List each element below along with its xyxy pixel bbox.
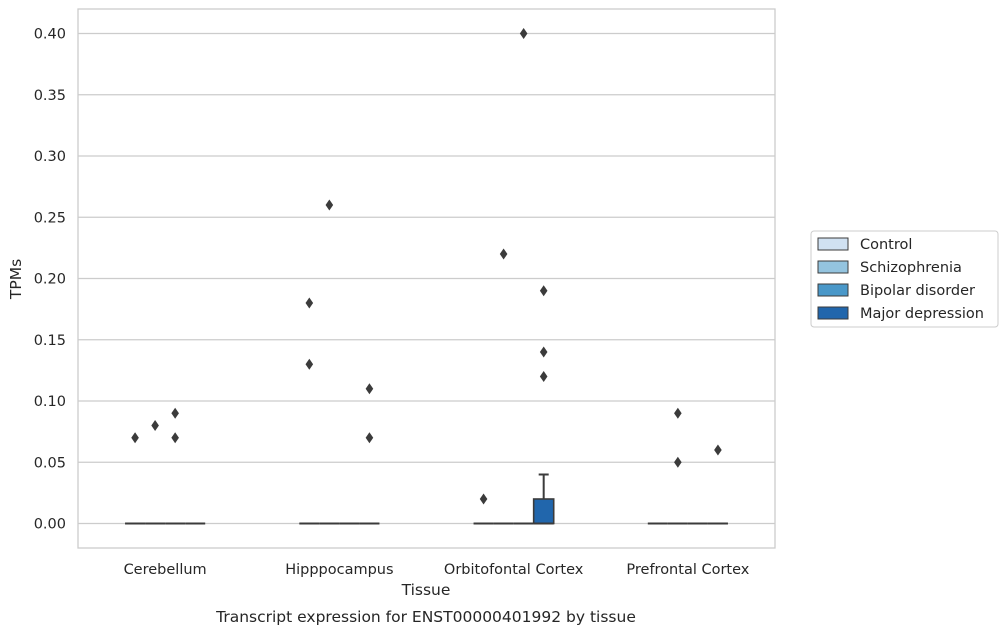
outlier-point [151, 420, 159, 431]
box-3-3 [707, 444, 728, 525]
legend-swatch [817, 260, 849, 274]
plot-area-frame [77, 8, 776, 549]
outlier-point [714, 444, 722, 456]
outlier-point [305, 297, 314, 309]
legend: Control Schizophrenia Bipolar disorder Majo… [810, 230, 999, 328]
box-0-0 [125, 432, 146, 525]
outlier-point [479, 493, 488, 505]
outlier-point [365, 432, 374, 444]
legend-entry: Major depression [860, 306, 984, 322]
x-axis-ticks: Cerebellum Hipppocampus Orbitofontal Corte… [124, 562, 750, 578]
box-1-3 [359, 383, 380, 525]
box-3-1 [667, 407, 688, 525]
x-tick-label: Orbitofontal Cortex [444, 562, 584, 578]
box-1-1 [319, 199, 340, 525]
legend-entry: Schizophrenia [860, 260, 962, 276]
y-axis-title: TPMs [7, 259, 25, 300]
grid-lines [78, 32, 775, 525]
outlier-point [325, 199, 334, 211]
y-tick-label: 0.25 [34, 210, 66, 226]
legend-swatch [817, 237, 849, 251]
y-axis-ticks: 0.00 0.05 0.10 0.15 0.20 0.25 0.30 0.35 0.40 [34, 27, 66, 533]
legend-swatch [817, 283, 849, 297]
outlier-point [539, 371, 548, 382]
box-2-3 [532, 285, 555, 525]
box-2-2 [513, 28, 534, 525]
box-body [532, 498, 555, 525]
outlier-point [674, 407, 682, 419]
outlier-point [365, 383, 374, 395]
box-1-0 [299, 297, 320, 525]
legend-entry: Bipolar disorder [860, 283, 975, 299]
x-tick-label: Prefrontal Cortex [626, 562, 749, 578]
x-axis-title: Tissue [401, 581, 451, 599]
outlier-point [305, 358, 314, 370]
legend-entry: Control [860, 237, 912, 253]
outlier-point [171, 432, 179, 444]
y-tick-label: 0.05 [34, 455, 66, 471]
y-tick-label: 0.00 [34, 517, 66, 533]
y-tick-label: 0.40 [34, 27, 66, 43]
outlier-point [131, 432, 139, 444]
y-tick-label: 0.30 [34, 149, 66, 165]
legend-swatch [817, 306, 849, 320]
box-0-2 [165, 407, 186, 525]
legend-frame [810, 230, 999, 328]
y-tick-label: 0.10 [34, 394, 66, 410]
box-0-1 [145, 420, 166, 525]
box-2-1 [493, 248, 514, 525]
chart-caption: Transcript expression for ENST0000040199… [215, 608, 636, 626]
box-plot-marks [125, 28, 728, 525]
y-tick-label: 0.20 [34, 272, 66, 288]
outlier-point [539, 285, 548, 297]
x-tick-label: Cerebellum [124, 562, 207, 578]
y-tick-label: 0.35 [34, 88, 66, 104]
outlier-point [519, 28, 528, 39]
outlier-point [674, 456, 682, 468]
x-tick-label: Hipppocampus [285, 562, 393, 578]
y-tick-label: 0.15 [34, 333, 66, 349]
box-2-0 [473, 493, 494, 525]
outlier-point [539, 346, 548, 358]
outlier-point [499, 248, 508, 260]
outlier-point [171, 407, 179, 419]
